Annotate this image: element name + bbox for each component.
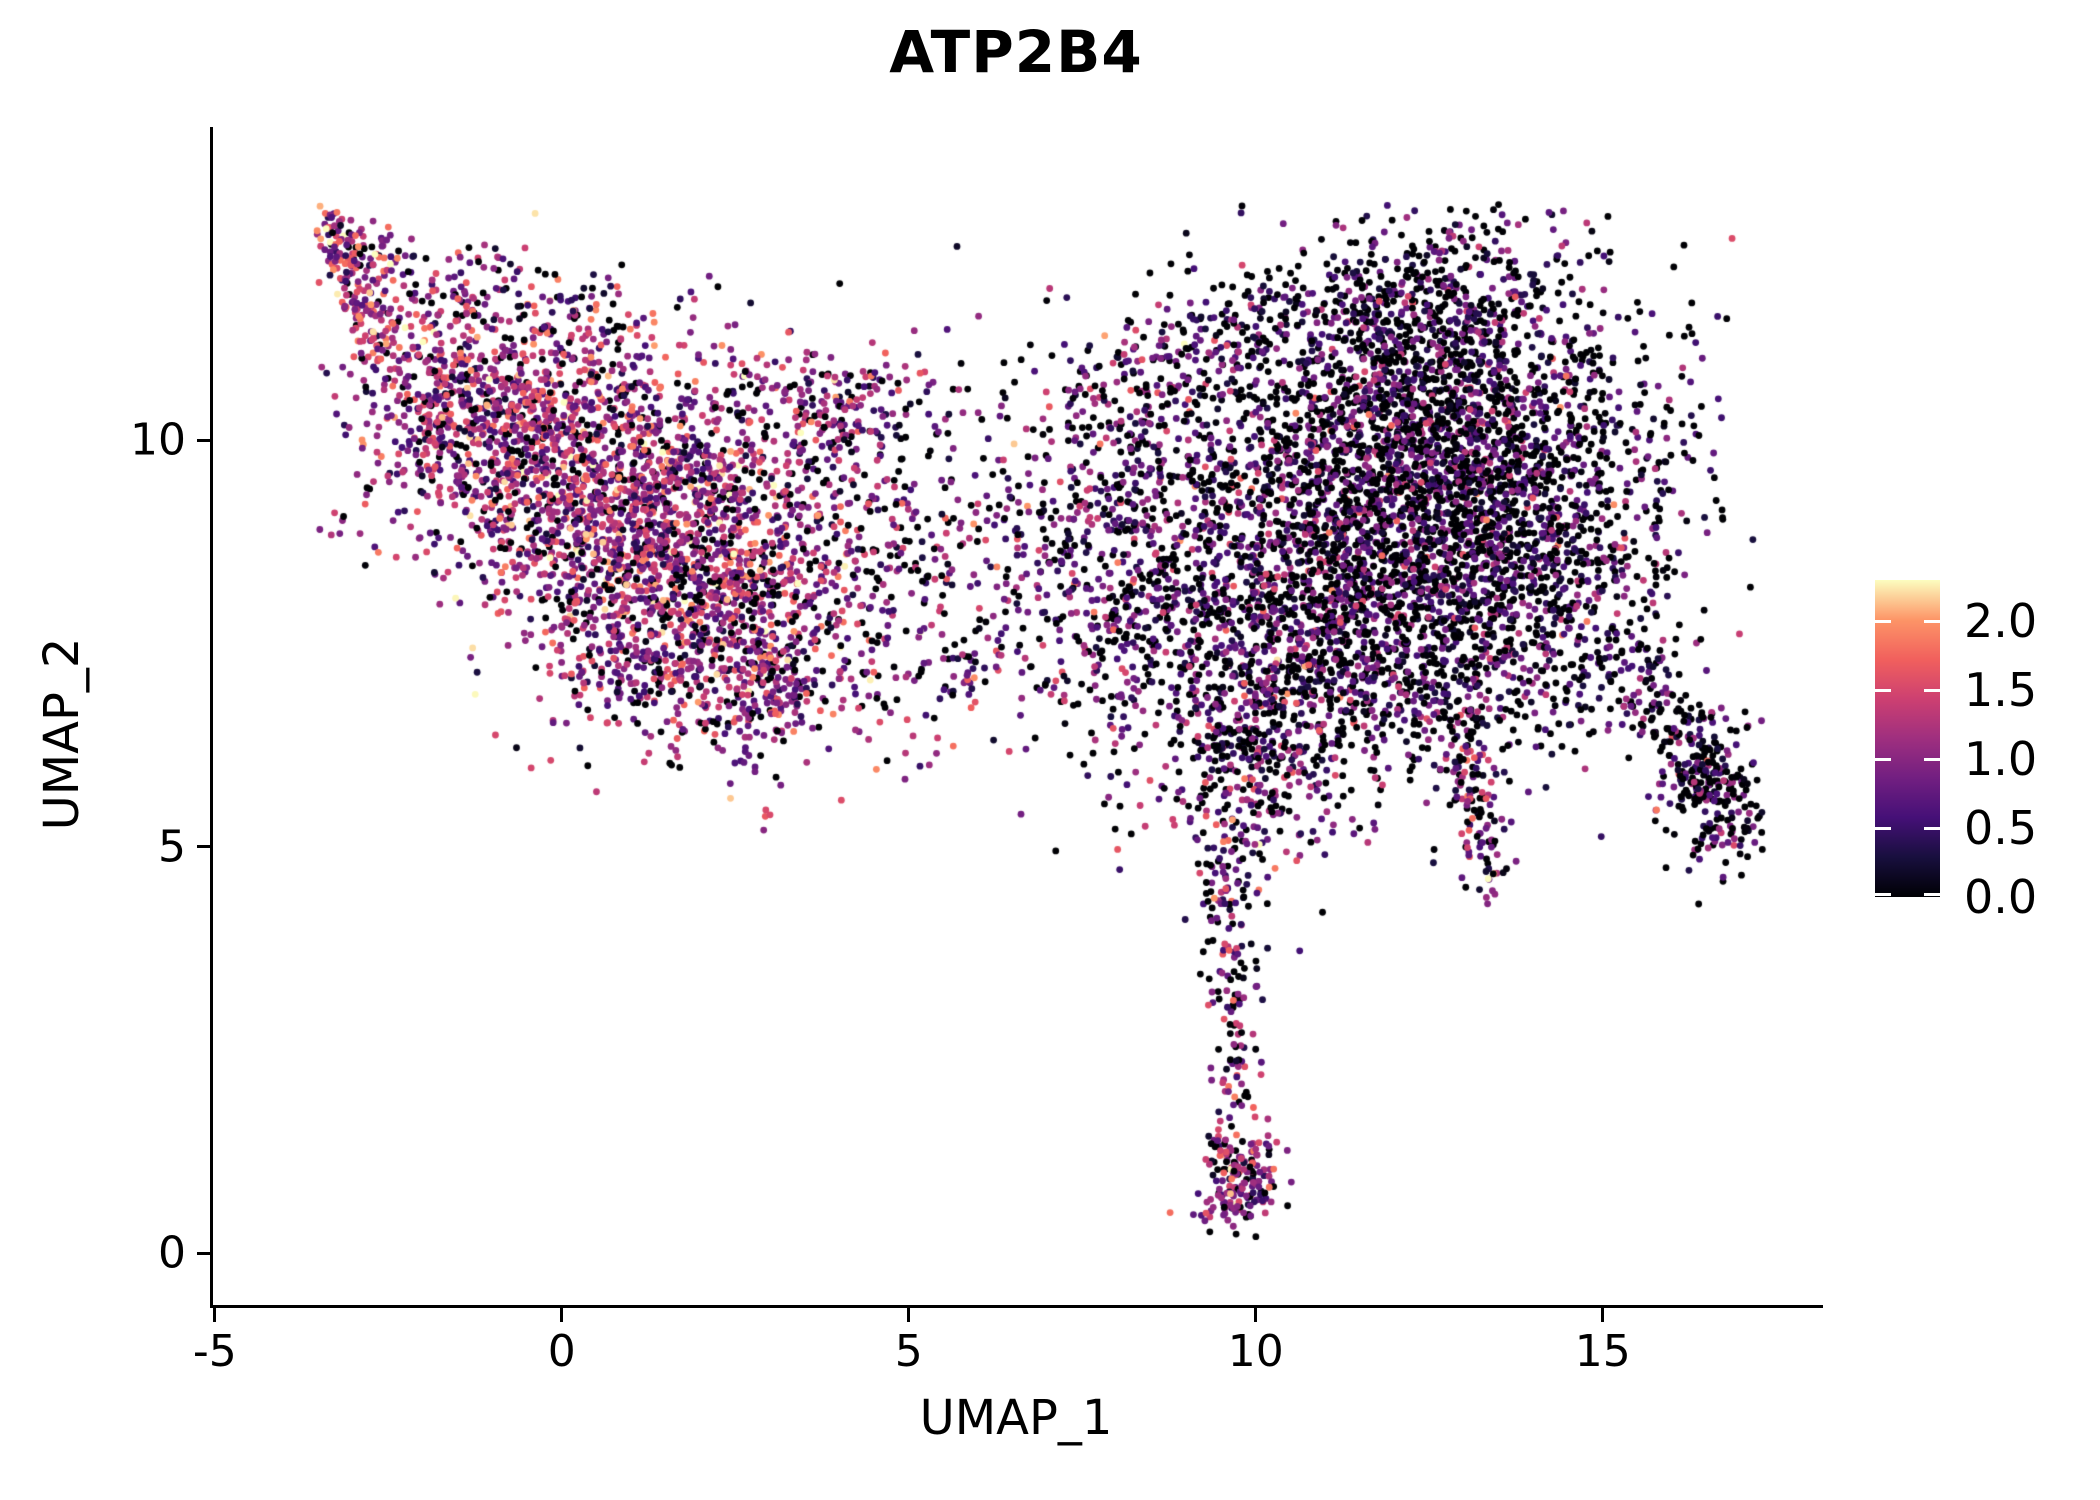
- x-tick-label: 10: [1227, 1326, 1284, 1377]
- x-tick-mark: [1254, 1308, 1258, 1322]
- y-tick-mark: [197, 1251, 211, 1255]
- colorbar-tick-mark: [1924, 758, 1940, 762]
- colorbar-tick-mark: [1924, 893, 1940, 896]
- colorbar-tick-label: 1.0: [1964, 732, 2038, 787]
- x-axis-label: UMAP_1: [919, 1390, 1113, 1446]
- colorbar-tick-mark: [1875, 689, 1891, 693]
- colorbar-tick-mark: [1924, 827, 1940, 831]
- x-tick-label: -5: [192, 1326, 237, 1377]
- colorbar-gradient: [1875, 580, 1940, 897]
- x-tick-label: 5: [894, 1326, 923, 1377]
- chart-title: ATP2B4: [889, 18, 1143, 86]
- colorbar-tick-label: 2.0: [1964, 594, 2038, 649]
- colorbar-tick-mark: [1924, 689, 1940, 693]
- colorbar-tick-label: 0.0: [1964, 870, 2038, 924]
- y-tick-label: 0: [158, 1227, 186, 1279]
- x-axis-spine: [210, 1305, 1823, 1308]
- y-tick-mark: [197, 438, 211, 442]
- colorbar-tick-mark: [1924, 620, 1940, 624]
- colorbar-tick-mark: [1875, 827, 1891, 831]
- x-tick-mark: [907, 1308, 911, 1322]
- x-tick-mark: [213, 1308, 217, 1322]
- x-tick-mark: [560, 1308, 564, 1322]
- x-tick-label: 15: [1574, 1326, 1631, 1377]
- y-axis-label: UMAP_2: [34, 637, 90, 831]
- x-tick-mark: [1601, 1308, 1605, 1322]
- y-tick-label: 5: [158, 821, 186, 873]
- colorbar-tick-label: 0.5: [1964, 801, 2038, 856]
- colorbar-tick-mark: [1875, 620, 1891, 624]
- x-tick-label: 0: [547, 1326, 576, 1377]
- y-tick-label: 10: [130, 414, 186, 466]
- y-axis-spine: [210, 127, 213, 1308]
- colorbar-tick-label: 1.5: [1964, 663, 2038, 718]
- y-tick-mark: [197, 845, 211, 849]
- colorbar-tick-mark: [1875, 893, 1891, 896]
- colorbar-tick-mark: [1875, 758, 1891, 762]
